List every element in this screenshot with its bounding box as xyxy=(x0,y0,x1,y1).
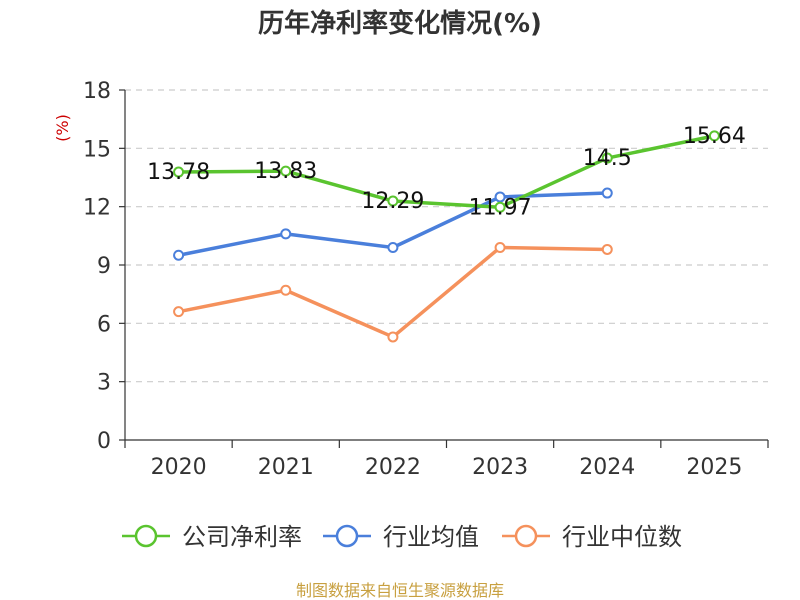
x-tick-label-2020: 2020 xyxy=(151,455,207,480)
data-point xyxy=(387,242,399,253)
data-label-2022: 12.29 xyxy=(361,189,424,214)
data-label-2021: 13.83 xyxy=(254,159,317,184)
data-label-2024: 14.5 xyxy=(583,146,632,171)
legend-marker-2 xyxy=(514,524,538,548)
y-tick-label: 15 xyxy=(83,137,111,162)
data-point xyxy=(601,187,613,199)
data-point xyxy=(280,228,292,240)
data-point xyxy=(708,130,720,142)
legend-label-1[interactable]: 行业均值 xyxy=(383,523,479,551)
legend-marker-1 xyxy=(335,524,359,548)
data-point xyxy=(494,191,506,203)
y-tick-label: 18 xyxy=(83,79,111,104)
axes: 0 3 6 9 12 15 18 2020 2021 2022 2023 2024 2025 xyxy=(83,79,769,480)
data-point xyxy=(387,331,399,343)
data-label-2023: 11.97 xyxy=(469,195,532,220)
series-lines xyxy=(173,130,720,343)
x-tick-label-2022: 2022 xyxy=(365,455,421,480)
data-point xyxy=(601,243,613,255)
data-point xyxy=(280,165,292,177)
data-point xyxy=(173,249,185,261)
chart-title: 历年净利率变化情况(%) xyxy=(258,8,542,39)
x-tick-label-2025: 2025 xyxy=(686,455,742,480)
y-tick-label: 12 xyxy=(83,196,111,221)
legend-marker-0 xyxy=(134,524,158,548)
data-label-2020: 13.78 xyxy=(147,160,210,185)
legend-label-0[interactable]: 公司净利率 xyxy=(182,523,302,551)
y-tick-label: 6 xyxy=(97,312,111,337)
data-source-note: 制图数据来自恒生聚源数据库 xyxy=(296,581,504,600)
data-point xyxy=(601,152,613,164)
y-tick-label: 0 xyxy=(97,429,111,454)
x-tick-label-2024: 2024 xyxy=(579,455,635,480)
data-point xyxy=(494,201,506,213)
x-tick-label-2023: 2023 xyxy=(472,455,528,480)
y-axis-unit-label: (%) xyxy=(53,114,72,142)
grid-lines xyxy=(125,89,768,383)
data-point xyxy=(494,242,506,253)
series-line-0 xyxy=(176,134,717,209)
data-point xyxy=(173,306,185,318)
y-tick-label: 3 xyxy=(97,371,111,396)
data-point xyxy=(280,284,292,296)
y-tick-label: 9 xyxy=(97,254,111,279)
x-tick-label-2021: 2021 xyxy=(258,455,314,480)
legend-label-2[interactable]: 行业中位数 xyxy=(562,523,682,551)
data-labels: 13.78 13.83 12.29 11.97 14.5 15.64 xyxy=(147,124,746,220)
data-label-2025: 15.64 xyxy=(683,124,746,149)
legend: 公司净利率 行业均值 行业中位数 xyxy=(122,523,682,551)
data-point xyxy=(387,195,399,207)
data-point xyxy=(173,166,185,178)
